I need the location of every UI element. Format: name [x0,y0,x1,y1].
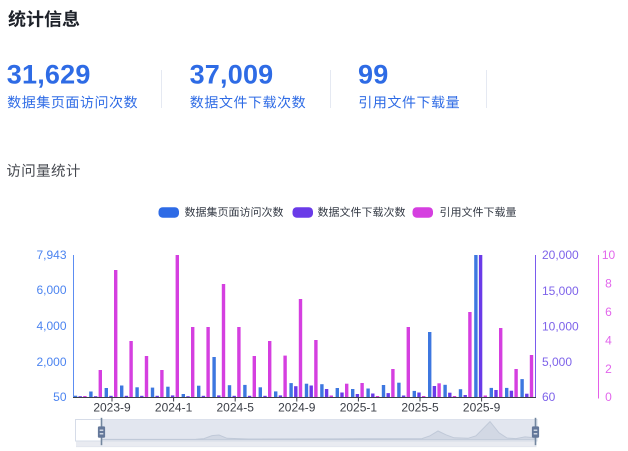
svg-text:2025-1: 2025-1 [340,400,378,414]
svg-text:10: 10 [602,248,616,262]
svg-text:7,943: 7,943 [36,248,66,262]
svg-text:31,629: 31,629 [7,60,91,90]
svg-text:8: 8 [605,277,612,291]
svg-text:5,000: 5,000 [542,355,572,369]
svg-text:20,000: 20,000 [542,248,579,262]
svg-text:60: 60 [542,390,556,404]
svg-text:2025-9: 2025-9 [463,400,501,414]
svg-text:2024-1: 2024-1 [155,400,193,414]
svg-text:37,009: 37,009 [190,60,274,90]
svg-text:6: 6 [605,305,612,319]
svg-text:15,000: 15,000 [542,284,579,298]
svg-text:2024-9: 2024-9 [278,400,316,414]
svg-text:10,000: 10,000 [542,319,579,333]
svg-text:6,000: 6,000 [36,283,66,297]
svg-text:2: 2 [605,362,612,376]
svg-text:2023-9: 2023-9 [93,400,131,414]
svg-text:0: 0 [605,390,612,404]
svg-text:2,000: 2,000 [36,355,66,369]
svg-text:2024-5: 2024-5 [217,400,255,414]
svg-text:4: 4 [605,333,612,347]
svg-text:99: 99 [358,60,388,90]
svg-text:50: 50 [53,390,67,404]
svg-text:2025-5: 2025-5 [401,400,439,414]
svg-text:4,000: 4,000 [36,319,66,333]
